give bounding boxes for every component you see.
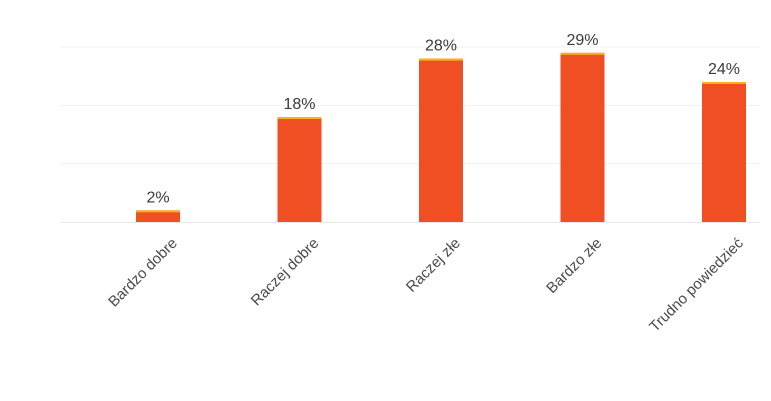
bar-top-edge xyxy=(419,58,463,61)
data-label: 28% xyxy=(425,38,457,55)
data-label: 2% xyxy=(146,189,169,206)
data-label: 18% xyxy=(283,96,315,113)
bar xyxy=(277,117,322,222)
category-label: Trudno powiedzieć xyxy=(646,234,747,335)
bar-series xyxy=(136,52,746,223)
category-labels: Bardzo dobre Raczej dobre Raczej złe Bardzo… xyxy=(105,234,747,335)
bar xyxy=(136,210,180,222)
bar-top-edge xyxy=(136,210,180,213)
data-label: 29% xyxy=(566,32,598,49)
bar xyxy=(702,82,746,222)
data-label: 24% xyxy=(708,61,740,78)
category-label: Raczej złe xyxy=(403,235,464,296)
bar-top-edge xyxy=(702,82,746,84)
data-labels: 2% 18% 28% 29% 24% xyxy=(146,32,740,206)
bar-top-edge xyxy=(277,117,322,119)
category-label: Bardzo dobre xyxy=(105,235,181,311)
bar-top-edge xyxy=(560,52,605,55)
bar xyxy=(419,58,463,222)
bar xyxy=(560,52,605,223)
category-label: Raczej dobre xyxy=(248,235,323,310)
gridlines xyxy=(60,46,760,223)
category-label: Bardzo złe xyxy=(543,235,605,297)
